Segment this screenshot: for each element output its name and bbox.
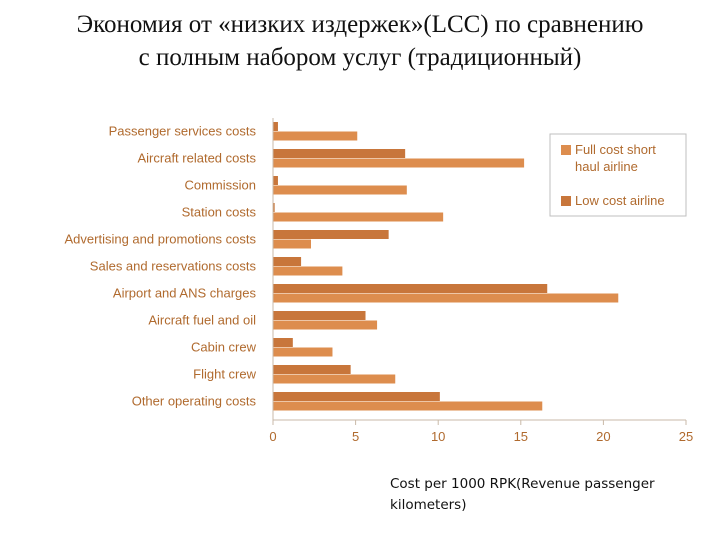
x-tick-label: 0: [269, 429, 276, 444]
bars: [273, 122, 619, 411]
title-line-2: с полным набором услуг (традиционный): [138, 44, 582, 71]
bar-full-cost: [273, 212, 444, 222]
bar-low-cost: [273, 392, 440, 401]
legend-swatch-low-cost: [561, 196, 571, 206]
x-tick-label: 25: [679, 429, 693, 444]
bar-low-cost: [273, 176, 278, 185]
title-line-1: Экономия от «низких издержек»(LCC) по ср…: [76, 11, 644, 38]
category-label: Commission: [184, 178, 256, 193]
bar-full-cost: [273, 131, 358, 141]
bar-low-cost: [273, 284, 548, 293]
legend-box: [549, 133, 687, 217]
bar-low-cost: [273, 230, 389, 239]
bar-full-cost: [273, 158, 525, 168]
x-tick-label: 20: [596, 429, 610, 444]
bar-full-cost: [273, 266, 343, 276]
bar-full-cost: [273, 374, 396, 384]
bar-chart: Passenger services costs Aircraft related…: [65, 118, 693, 444]
bar-low-cost: [273, 203, 275, 212]
x-tick-label: 5: [352, 429, 359, 444]
bar-full-cost: [273, 401, 543, 411]
legend: Full cost short haul airline Low cost airl…: [549, 133, 687, 217]
bar-low-cost: [273, 122, 278, 131]
category-label: Advertising and promotions costs: [65, 232, 257, 247]
category-label: Flight crew: [193, 367, 256, 382]
bar-full-cost: [273, 320, 378, 330]
x-tick-label: 10: [431, 429, 445, 444]
legend-swatch-full-cost: [561, 145, 571, 155]
bar-full-cost: [273, 293, 619, 303]
legend-label-low-cost: Low cost airline: [575, 193, 665, 208]
bar-low-cost: [273, 365, 351, 374]
bar-full-cost: [273, 239, 311, 249]
x-tick-label: 15: [514, 429, 528, 444]
slide-title: Экономия от «низких издержек»(LCC) по ср…: [0, 8, 720, 74]
category-label: Sales and reservations costs: [90, 259, 257, 274]
legend-label-full-cost: Full cost short haul airline: [575, 142, 656, 174]
x-axis-caption: Cost per 1000 RPK(Revenue passenger kilo…: [390, 476, 655, 513]
bar-low-cost: [273, 311, 366, 320]
category-label: Other operating costs: [132, 394, 257, 409]
category-labels: Passenger services costs Aircraft related…: [65, 124, 257, 409]
bar-full-cost: [273, 185, 407, 195]
category-label: Airport and ANS charges: [113, 286, 257, 301]
bar-full-cost: [273, 347, 333, 357]
bar-low-cost: [273, 338, 293, 347]
category-label: Passenger services costs: [109, 124, 257, 139]
bar-low-cost: [273, 149, 406, 158]
x-axis: 0 5 10 15 20 25: [269, 118, 693, 444]
category-label: Cabin crew: [191, 340, 257, 355]
category-label: Aircraft fuel and oil: [148, 313, 256, 328]
category-label: Aircraft related costs: [138, 151, 257, 166]
bar-low-cost: [273, 257, 302, 266]
category-label: Station costs: [182, 205, 257, 220]
